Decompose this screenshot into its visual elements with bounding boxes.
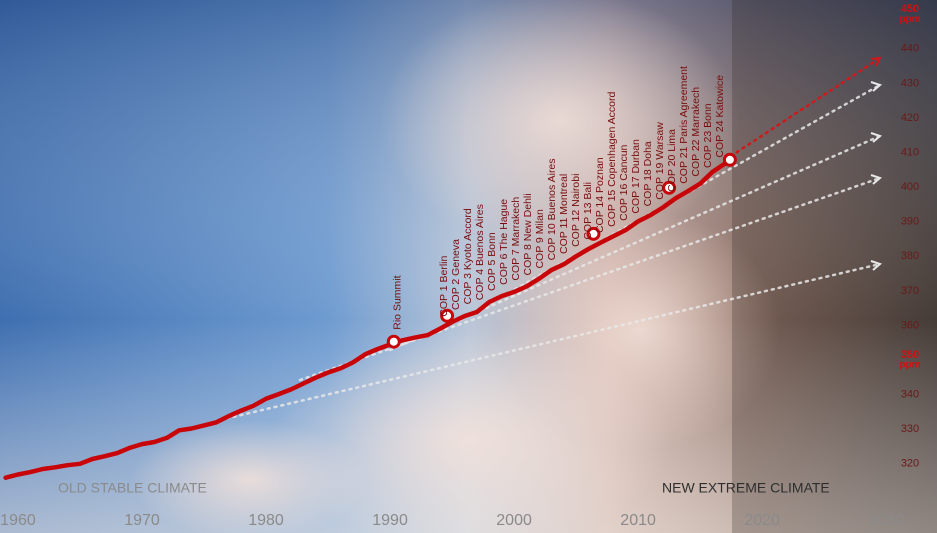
cop-label: COP 1 Berlin xyxy=(438,256,450,317)
cop-label: COP 2 Geneva xyxy=(450,239,462,310)
arrow-head xyxy=(870,174,882,185)
annotation: OLD STABLE CLIMATE xyxy=(58,480,207,496)
cop-label: COP 12 Nairobi xyxy=(570,174,582,247)
milestone-marker xyxy=(440,308,455,323)
y-tick-label: 410 xyxy=(901,146,919,158)
milestone-marker xyxy=(722,152,737,167)
x-tick-label: 2010 xyxy=(620,512,656,529)
future-shade xyxy=(732,0,937,533)
projection-arrow xyxy=(298,176,882,382)
cop-label: COP 21 Paris Agreement xyxy=(678,66,690,184)
y-tick-label: 450 xyxy=(901,3,919,15)
cloud xyxy=(500,210,780,450)
y-tick-label: 370 xyxy=(901,285,919,297)
y-tick-label: 420 xyxy=(901,112,919,124)
y-tick-label: 380 xyxy=(901,250,919,262)
x-tick-label: 1960 xyxy=(0,512,36,529)
data-line xyxy=(3,161,728,480)
y-tick-label: 430 xyxy=(901,77,919,89)
cop-label: COP 13 Bali xyxy=(582,182,594,240)
cop-label: COP 3 Kyoto Accord xyxy=(462,208,474,304)
y-tick-label: 330 xyxy=(901,423,919,435)
y-tick-label: 440 xyxy=(901,43,919,55)
cop-label: COP 18 Doha xyxy=(642,141,654,206)
arrow-head xyxy=(870,81,882,92)
cop-label: COP 19 Warsaw xyxy=(654,122,666,200)
projection-arrow xyxy=(723,56,882,162)
cop-label: COP 24 Katowice xyxy=(714,75,726,158)
cloud xyxy=(380,0,740,250)
y-tick-label: 320 xyxy=(901,458,919,470)
x-tick-label: 2030 xyxy=(868,512,904,529)
cloud xyxy=(130,420,370,533)
cop-label: COP 20 Lima xyxy=(666,129,678,192)
y-tick-label: 360 xyxy=(901,319,919,331)
annotation: NEW EXTREME CLIMATE xyxy=(662,480,830,496)
arrow-head xyxy=(870,132,882,143)
milestone-marker xyxy=(586,226,601,241)
cop-label: COP 14 Poznan xyxy=(594,157,606,233)
arrow-head xyxy=(870,56,882,67)
y-tick-label: 340 xyxy=(901,389,919,401)
cop-label: COP 8 New Dehli xyxy=(522,193,534,275)
milestone-label: Rio Summit xyxy=(392,275,404,329)
cop-label: COP 16 Cancun xyxy=(618,144,630,220)
projection-arrow xyxy=(218,262,882,422)
y-tick-label: 350 xyxy=(901,349,919,361)
cop-label: COP 4 Buenos Aires xyxy=(474,204,486,300)
cop-label: COP 7 Marrakech xyxy=(510,197,522,281)
x-tick-label: 1990 xyxy=(372,512,408,529)
x-tick-label: 2020 xyxy=(744,512,780,529)
y-tick-label: 390 xyxy=(901,216,919,228)
projection-arrow xyxy=(388,134,882,352)
cop-label: COP 6 The Hague xyxy=(498,199,510,285)
cop-label: COP 15 Copenhagen Accord xyxy=(606,92,618,227)
cop-label: COP 22 Marrakech xyxy=(690,87,702,177)
cop-label: COP 23 Bonn xyxy=(702,103,714,168)
milestone-marker xyxy=(662,180,677,195)
y-unit: ppm xyxy=(899,360,920,371)
x-tick-label: 2000 xyxy=(496,512,532,529)
cop-label: COP 11 Montreal xyxy=(558,174,570,254)
milestone-marker xyxy=(386,334,401,349)
x-tick-label: 1970 xyxy=(124,512,160,529)
cop-label: COP 9 Milan xyxy=(534,209,546,268)
x-tick-label: 1980 xyxy=(248,512,284,529)
cop-label: COP 10 Buenos Aires xyxy=(546,158,558,260)
y-tick-label: 400 xyxy=(901,181,919,193)
arrow-head xyxy=(870,260,882,271)
cop-label: COP 17 Durban xyxy=(630,139,642,214)
cop-label: COP 5 Bonn xyxy=(486,232,498,291)
y-unit: ppm xyxy=(899,14,920,25)
